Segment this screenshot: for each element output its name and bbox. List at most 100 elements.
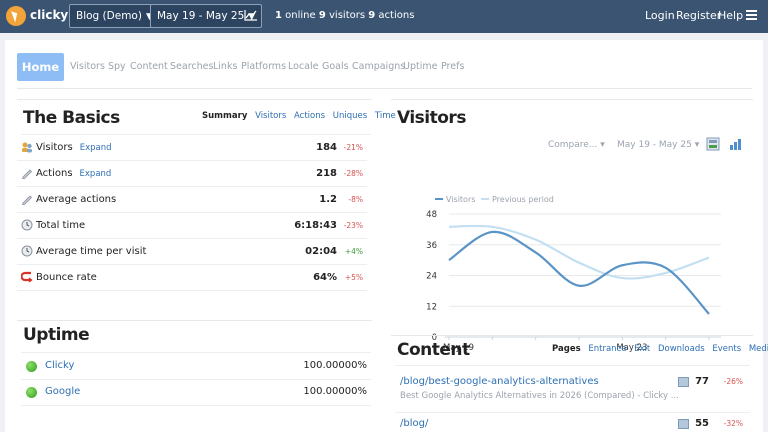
external-link-icon[interactable] <box>678 419 689 429</box>
bar-chart-icon[interactable] <box>729 137 743 151</box>
content-change: -32% <box>723 419 743 428</box>
row-change: -21% <box>343 143 363 152</box>
content-link-entrance[interactable]: Entrance <box>588 344 627 354</box>
expand-link[interactable]: Expand <box>79 169 112 179</box>
online-label: online <box>285 10 316 21</box>
content-count: 55 <box>695 418 709 429</box>
tab-locale[interactable]: Locale <box>288 61 319 72</box>
content-row: /blog/ 55 -32% <box>395 418 745 432</box>
x-tick-label: May 19 <box>443 343 474 352</box>
tab-home[interactable]: Home <box>17 53 64 81</box>
compare-label: Compare... <box>548 140 598 150</box>
tab-platforms[interactable]: Platforms <box>241 61 287 72</box>
content-link-media[interactable]: Media <box>748 344 768 354</box>
online-count: 1 <box>275 10 282 21</box>
chevron-down-icon: ▼ <box>146 12 153 22</box>
clicky-logo-icon[interactable] <box>6 6 26 26</box>
basics-links: Summary Visitors Actions Uniques Time <box>197 111 396 121</box>
status-up-icon <box>26 387 37 398</box>
site-selector[interactable]: Blog (Demo) ▼ <box>69 4 160 28</box>
basics-link-uniques[interactable]: Uniques <box>332 111 368 121</box>
expand-link[interactable]: Expand <box>79 143 112 153</box>
tab-content[interactable]: Content <box>130 61 168 72</box>
uptime-divider <box>21 352 371 353</box>
content-panel: Content Pages Entrance Exit Downloads Ev… <box>391 335 768 432</box>
basics-link-visitors[interactable]: Visitors <box>255 111 287 121</box>
date-range-selector[interactable]: May 19 - May 25 ▼ <box>150 4 263 28</box>
basics-row-actions: Actions Expand 218 -28% <box>17 161 367 187</box>
content-link-pages[interactable]: Pages <box>552 344 581 354</box>
tab-prefs[interactable]: Prefs <box>441 61 465 72</box>
register-link[interactable]: Register <box>676 9 722 22</box>
content-link-events[interactable]: Events <box>712 344 742 354</box>
basics-row-average-actions: Average actions 1.2 -8% <box>17 187 367 213</box>
export-icon[interactable] <box>706 137 720 151</box>
uptime-pct: 100.00000% <box>303 360 367 371</box>
chart-date-selector[interactable]: May 19 - May 25 ▾ <box>617 140 699 150</box>
content-change: -26% <box>723 377 743 386</box>
basics-row-bounce-rate: Bounce rate 64% +5% <box>17 265 367 291</box>
login-link[interactable]: Login <box>645 9 675 22</box>
actions-count: 9 <box>368 10 376 21</box>
tab-spy[interactable]: Spy <box>108 61 126 72</box>
legend-label: Previous period <box>492 195 554 204</box>
content-path-link[interactable]: /blog/best-google-analytics-alternatives <box>400 376 599 387</box>
y-tick-label: 36 <box>426 241 437 251</box>
uptime-name[interactable]: Google <box>45 386 81 397</box>
external-link-icon[interactable] <box>678 377 689 387</box>
basics-link-actions[interactable]: Actions <box>294 111 326 121</box>
tab-uptime[interactable]: Uptime <box>403 61 438 72</box>
uptime-name[interactable]: Clicky <box>45 360 75 371</box>
row-label: Total time <box>36 220 86 231</box>
content-page-title: Best Google Analytics Alternatives in 20… <box>400 391 679 401</box>
site-selector-label: Blog (Demo) <box>76 10 142 22</box>
y-tick-label: 48 <box>426 210 437 220</box>
content-count: 77 <box>695 376 709 387</box>
bounce-icon <box>21 271 33 283</box>
row-value: 1.2 <box>319 194 337 205</box>
pencil-icon <box>21 169 33 179</box>
visitors-panel: Visitors Compare... ▾ May 19 - May 25 ▾ … <box>391 99 753 352</box>
chevron-down-icon: ▼ <box>248 12 256 22</box>
tab-visitors[interactable]: Visitors <box>70 61 105 72</box>
help-link[interactable]: Help <box>718 9 744 22</box>
row-change: -8% <box>348 195 363 204</box>
row-value: 64% <box>313 272 337 283</box>
uptime-row-google: Google 100.00000% <box>21 380 371 406</box>
clock-icon <box>21 219 33 231</box>
row-label: Average time per visit <box>36 246 147 257</box>
basics-link-time[interactable]: Time <box>374 111 396 121</box>
row-label: Bounce rate <box>36 272 97 283</box>
visitors-line-chart[interactable]: 0 12 24 36 48 May 19 May 23 Visitors Previous pe… <box>391 152 753 352</box>
basics-link-summary[interactable]: Summary <box>202 111 248 121</box>
content-path-link[interactable]: /blog/ <box>400 418 429 429</box>
row-change: -23% <box>343 221 363 230</box>
row-value: 02:04 <box>305 246 337 257</box>
row-value: 218 <box>316 168 337 179</box>
content-divider <box>395 365 750 366</box>
tab-campaigns[interactable]: Campaigns <box>352 61 406 72</box>
row-change: +4% <box>344 247 363 256</box>
brand-name[interactable]: clicky <box>30 8 69 22</box>
uptime-panel: Uptime Clicky 100.00000% Google 100.0000… <box>17 320 372 406</box>
uptime-pct: 100.00000% <box>303 386 367 397</box>
content-row: /blog/best-google-analytics-alternatives… <box>395 376 745 410</box>
basics-divider <box>21 134 371 135</box>
compare-selector[interactable]: Compare... ▾ <box>548 140 605 150</box>
legend-label: Visitors <box>446 195 475 204</box>
tab-searches[interactable]: Searches <box>170 61 214 72</box>
content-link-exit[interactable]: Exit <box>634 344 651 354</box>
series-line-previous-period <box>448 224 710 280</box>
visitors-count: 9 <box>318 10 326 21</box>
content-link-downloads[interactable]: Downloads <box>657 344 705 354</box>
tab-links[interactable]: Links <box>213 61 238 72</box>
live-stats[interactable]: 1 online 9 visitors 9 actions <box>275 10 414 21</box>
chevron-down-icon: ▾ <box>694 140 700 150</box>
visitors-title: Visitors <box>397 108 466 128</box>
chart-date-label: May 19 - May 25 <box>617 140 692 150</box>
date-range-label: May 19 - May 25 <box>157 10 245 22</box>
row-value: 6:18:43 <box>294 220 337 231</box>
menu-icon[interactable] <box>746 10 757 20</box>
line-chart-icon[interactable] <box>244 9 258 21</box>
tab-goals[interactable]: Goals <box>322 61 349 72</box>
